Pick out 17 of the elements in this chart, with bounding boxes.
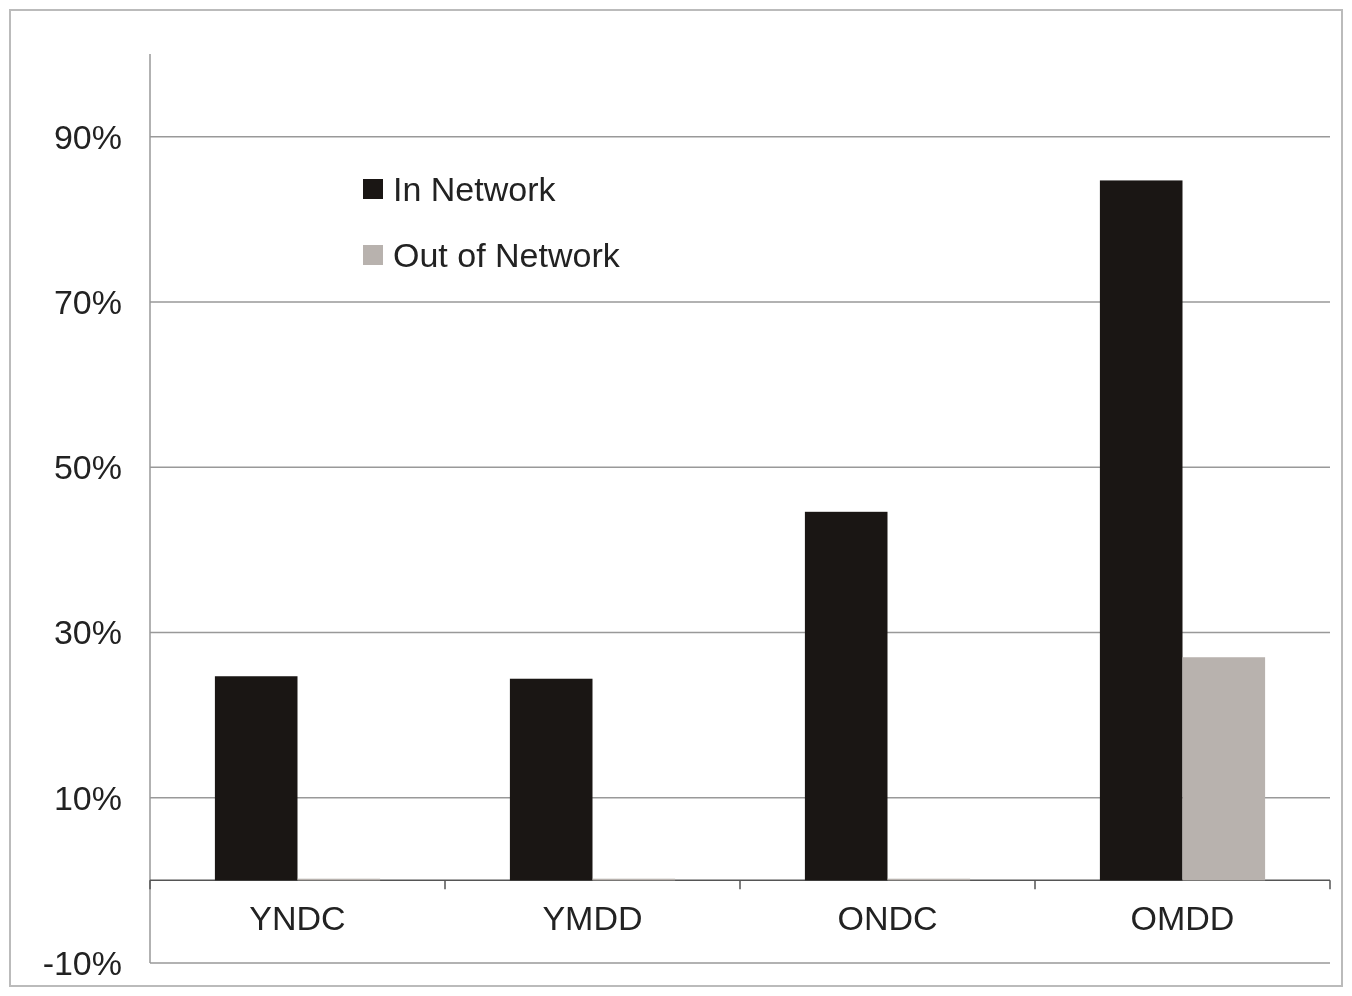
y-tick-label: 90%: [53, 117, 122, 156]
bar: [509, 678, 593, 881]
bar: [1099, 180, 1183, 881]
bar: [1182, 657, 1266, 881]
y-tick-label: 10%: [53, 778, 122, 817]
x-tick-label: YNDC: [249, 899, 346, 938]
y-tick-label: 70%: [53, 282, 122, 321]
legend-label: In Network: [393, 169, 557, 208]
legend-label: Out of Network: [393, 235, 621, 274]
y-tick-label: 50%: [53, 448, 122, 487]
bar: [214, 676, 298, 881]
y-tick-label: 30%: [53, 613, 122, 652]
x-tick-label: ONDC: [837, 899, 938, 938]
x-tick-label: OMDD: [1130, 899, 1235, 938]
y-tick-label: -10%: [42, 943, 122, 982]
bar: [804, 511, 888, 881]
x-tick-label: YMDD: [542, 899, 643, 938]
